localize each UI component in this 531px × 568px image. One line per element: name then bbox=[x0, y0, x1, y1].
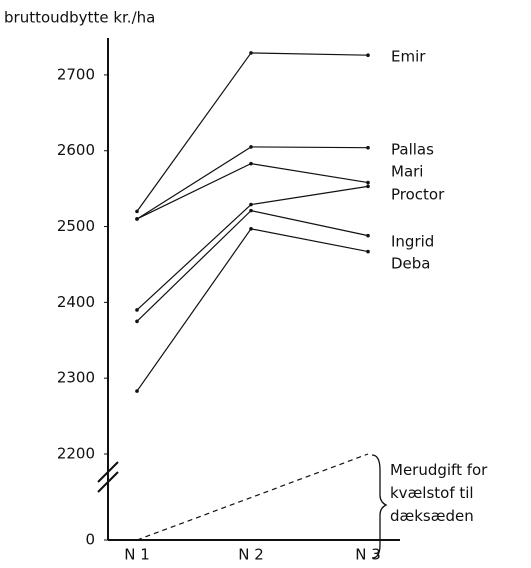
y-tick-label: 2600 bbox=[57, 141, 95, 159]
series-line bbox=[136, 52, 369, 212]
point bbox=[366, 53, 370, 57]
series-label: Ingrid bbox=[391, 233, 434, 251]
point bbox=[135, 319, 139, 324]
x-tick-label: N 2 bbox=[238, 546, 264, 564]
y-axis-label: bruttoudbytte kr./ha bbox=[4, 9, 155, 27]
point bbox=[249, 161, 253, 166]
point bbox=[249, 51, 253, 55]
point bbox=[366, 233, 370, 238]
y-tick-label: 2700 bbox=[57, 65, 95, 83]
axis-break bbox=[97, 471, 119, 493]
annotation: Merudgift for kvælstof til dæksæden bbox=[390, 461, 488, 525]
series-label: Proctor bbox=[391, 186, 445, 204]
x-tick-label: N 1 bbox=[124, 546, 150, 564]
point bbox=[366, 145, 370, 150]
axis-break bbox=[97, 461, 119, 483]
series-label: Mari bbox=[391, 163, 423, 181]
point bbox=[249, 145, 253, 149]
series-label: Deba bbox=[391, 255, 431, 273]
point bbox=[366, 180, 370, 185]
y-tick-label: 2200 bbox=[57, 445, 95, 463]
y-tick-label: 2500 bbox=[57, 217, 95, 235]
series-line bbox=[136, 209, 369, 322]
point bbox=[249, 208, 253, 213]
y-tick-label: 0 bbox=[85, 531, 95, 549]
x-tick-label: N 3 bbox=[355, 546, 381, 564]
y-tick-label: 2300 bbox=[57, 369, 95, 387]
y-tick-label: 2400 bbox=[57, 293, 95, 311]
point bbox=[366, 184, 370, 189]
point bbox=[135, 389, 139, 393]
point bbox=[135, 209, 139, 214]
point bbox=[249, 227, 253, 231]
brace bbox=[371, 454, 388, 559]
series-line bbox=[136, 146, 369, 220]
point bbox=[135, 217, 139, 221]
point bbox=[366, 249, 370, 254]
series-label: Pallas bbox=[391, 141, 434, 159]
series-line bbox=[136, 453, 369, 541]
series-label: Emir bbox=[391, 48, 426, 66]
point bbox=[249, 202, 253, 207]
point bbox=[135, 308, 139, 312]
series-line bbox=[136, 228, 369, 392]
